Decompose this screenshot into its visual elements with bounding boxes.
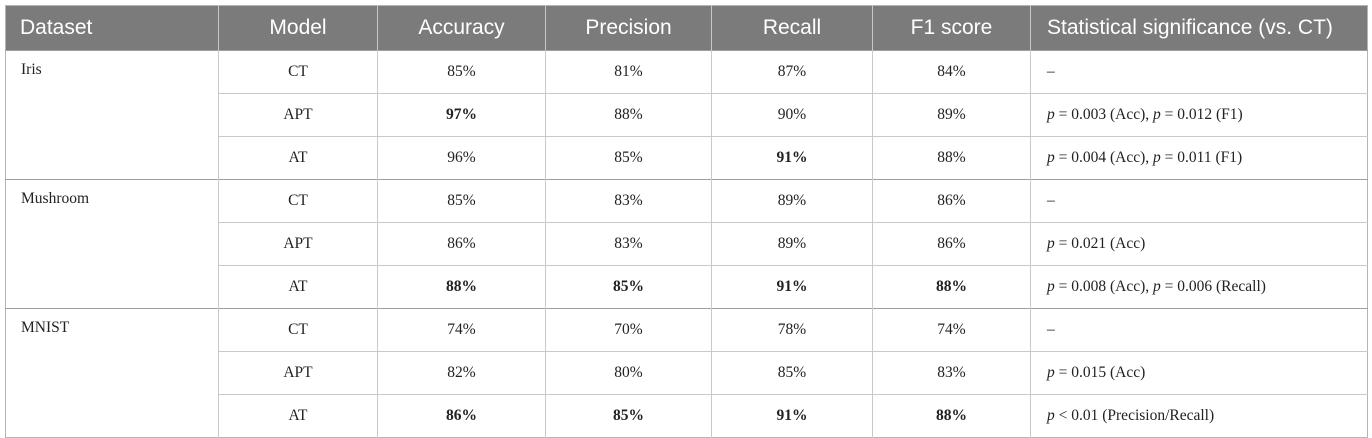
model-cell: CT <box>218 308 378 352</box>
header-dataset: Dataset <box>5 5 219 51</box>
model-cell: CT <box>218 50 378 94</box>
table-header: Dataset Model Accuracy Precision Recall … <box>5 5 1368 51</box>
recall-cell: 89% <box>711 222 873 266</box>
table-body: Iris CT 85% 81% 87% 84% – APT 97% 88% 90… <box>5 50 1368 438</box>
precision-cell: 81% <box>545 50 712 94</box>
f1-cell: 88% <box>872 394 1031 438</box>
significance-cell: p = 0.008 (Acc), p = 0.006 (Recall) <box>1030 265 1368 309</box>
model-cell: APT <box>218 351 378 395</box>
model-cell: APT <box>218 222 378 266</box>
significance-cell: – <box>1030 308 1368 352</box>
accuracy-cell: 97% <box>377 93 546 137</box>
header-accuracy: Accuracy <box>377 5 546 51</box>
table-row: AT 86% 85% 91% 88% p < 0.01 (Precision/R… <box>6 394 1368 438</box>
f1-cell: 83% <box>872 351 1031 395</box>
header-row: Dataset Model Accuracy Precision Recall … <box>5 5 1368 51</box>
recall-cell: 90% <box>711 93 873 137</box>
significance-cell: p < 0.01 (Precision/Recall) <box>1030 394 1368 438</box>
recall-cell: 91% <box>711 136 873 180</box>
f1-cell: 88% <box>872 136 1031 180</box>
header-recall: Recall <box>711 5 873 51</box>
f1-cell: 86% <box>872 179 1031 223</box>
table-row: Mushroom CT 85% 83% 89% 86% – <box>5 179 1368 309</box>
dataset-cell: MNIST <box>5 308 219 438</box>
header-precision: Precision <box>545 5 712 51</box>
accuracy-cell: 86% <box>377 222 546 266</box>
table-row: Iris CT 85% 81% 87% 84% – <box>5 50 1368 180</box>
accuracy-cell: 86% <box>377 394 546 438</box>
f1-cell: 86% <box>872 222 1031 266</box>
precision-cell: 85% <box>545 136 712 180</box>
f1-cell: 88% <box>872 265 1031 309</box>
header-model: Model <box>218 5 378 51</box>
precision-cell: 80% <box>545 351 712 395</box>
precision-cell: 83% <box>545 179 712 223</box>
table-row: APT 86% 83% 89% 86% p = 0.021 (Acc) <box>6 222 1368 266</box>
model-cell: AT <box>218 394 378 438</box>
recall-cell: 91% <box>711 265 873 309</box>
accuracy-cell: 85% <box>377 179 546 223</box>
accuracy-cell: 88% <box>377 265 546 309</box>
significance-cell: – <box>1030 50 1368 94</box>
f1-cell: 84% <box>872 50 1031 94</box>
significance-cell: – <box>1030 179 1368 223</box>
accuracy-cell: 85% <box>377 50 546 94</box>
significance-cell: p = 0.015 (Acc) <box>1030 351 1368 395</box>
recall-cell: 85% <box>711 351 873 395</box>
table-row: AT 96% 85% 91% 88% p = 0.004 (Acc), p = … <box>6 136 1368 180</box>
accuracy-cell: 96% <box>377 136 546 180</box>
table-row: APT 82% 80% 85% 83% p = 0.015 (Acc) <box>6 351 1368 395</box>
model-cell: AT <box>218 265 378 309</box>
f1-cell: 74% <box>872 308 1031 352</box>
header-f1-score: F1 score <box>872 5 1031 51</box>
accuracy-cell: 82% <box>377 351 546 395</box>
model-cell: AT <box>218 136 378 180</box>
precision-cell: 83% <box>545 222 712 266</box>
model-cell: CT <box>218 179 378 223</box>
f1-cell: 89% <box>872 93 1031 137</box>
table-row: APT 97% 88% 90% 89% p = 0.003 (Acc), p =… <box>6 93 1368 137</box>
significance-cell: p = 0.003 (Acc), p = 0.012 (F1) <box>1030 93 1368 137</box>
table-row: AT 88% 85% 91% 88% p = 0.008 (Acc), p = … <box>6 265 1368 309</box>
table-row: MNIST CT 74% 70% 78% 74% – <box>5 308 1368 438</box>
dataset-cell: Mushroom <box>5 179 219 309</box>
results-table: Dataset Model Accuracy Precision Recall … <box>5 5 1368 438</box>
recall-cell: 91% <box>711 394 873 438</box>
significance-cell: p = 0.021 (Acc) <box>1030 222 1368 266</box>
precision-cell: 88% <box>545 93 712 137</box>
recall-cell: 78% <box>711 308 873 352</box>
precision-cell: 85% <box>545 265 712 309</box>
precision-cell: 85% <box>545 394 712 438</box>
recall-cell: 87% <box>711 50 873 94</box>
recall-cell: 89% <box>711 179 873 223</box>
model-cell: APT <box>218 93 378 137</box>
header-significance: Statistical significance (vs. CT) <box>1030 5 1368 51</box>
accuracy-cell: 74% <box>377 308 546 352</box>
precision-cell: 70% <box>545 308 712 352</box>
dataset-cell: Iris <box>5 50 219 180</box>
significance-cell: p = 0.004 (Acc), p = 0.011 (F1) <box>1030 136 1368 180</box>
